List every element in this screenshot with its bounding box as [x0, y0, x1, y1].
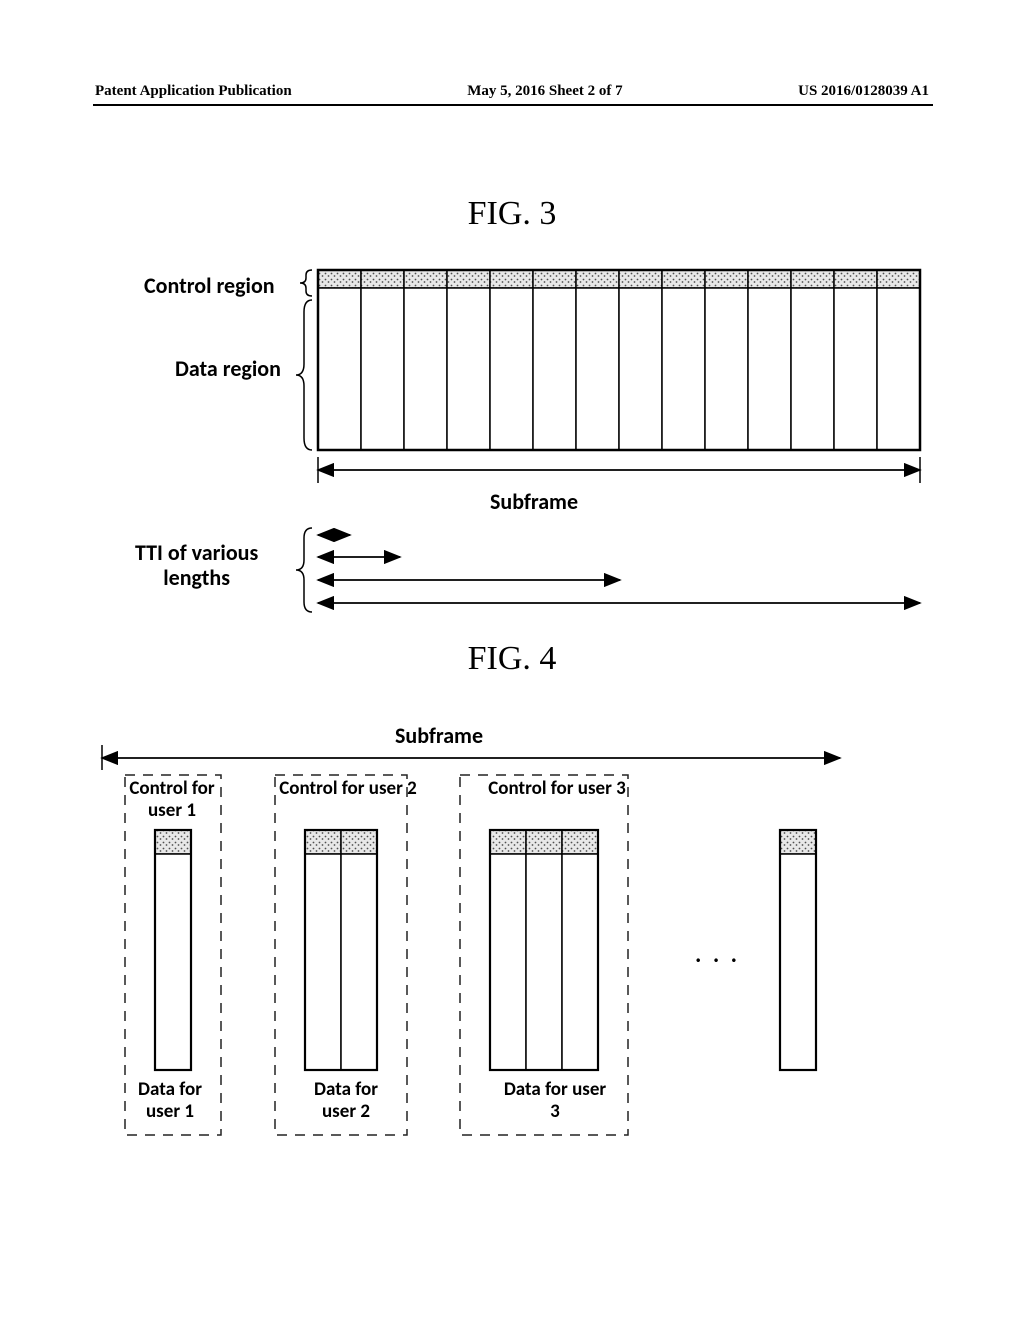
fig3-title: FIG. 3 — [0, 195, 1024, 233]
page-header: Patent Application Publication May 5, 20… — [0, 83, 1024, 100]
fig4-diagram — [0, 745, 1024, 1165]
fig3-diagram — [0, 260, 1024, 620]
header-underline — [93, 104, 933, 106]
header-center: May 5, 2016 Sheet 2 of 7 — [467, 83, 622, 100]
fig4-title: FIG. 4 — [0, 640, 1024, 678]
page: Patent Application Publication May 5, 20… — [0, 0, 1024, 1320]
header-right: US 2016/0128039 A1 — [798, 83, 929, 100]
header-left: Patent Application Publication — [95, 83, 292, 100]
